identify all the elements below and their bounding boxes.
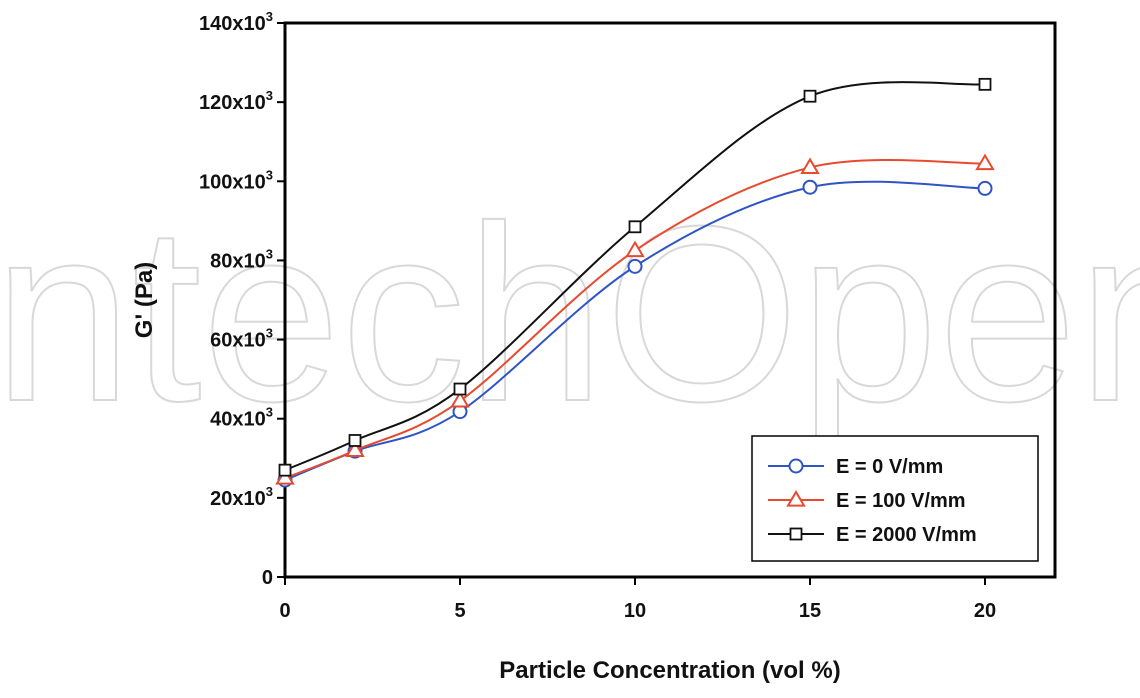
- data-point: [275, 468, 295, 485]
- legend-item: E = 2000 V/mm: [768, 524, 977, 546]
- data-point: [348, 434, 362, 447]
- series-triangle: [275, 153, 995, 485]
- data-point: [977, 180, 993, 196]
- y-axis-title: G' (Pa): [131, 262, 158, 338]
- legend-label: E = 0 V/mm: [836, 456, 943, 478]
- x-tick-label: 0: [279, 600, 290, 622]
- legend-marker: [789, 527, 803, 541]
- watermark: IntechOpen: [0, 173, 1140, 454]
- data-point: [975, 153, 995, 171]
- y-tick-label: 140x103: [199, 9, 273, 35]
- legend-item: E = 0 V/mm: [768, 456, 943, 478]
- series-group: [275, 77, 995, 488]
- y-tick-label: 120x103: [199, 88, 273, 114]
- data-point: [453, 382, 467, 396]
- plot-frame: [283, 21, 1057, 579]
- watermark-text: IntechOpen: [0, 174, 1140, 453]
- legend-label: E = 100 V/mm: [836, 490, 966, 512]
- y-tick-label: 100x103: [199, 167, 273, 193]
- x-tick-label: 5: [454, 600, 465, 622]
- data-point: [978, 77, 992, 91]
- x-tick-label: 15: [799, 600, 821, 622]
- data-point: [450, 390, 470, 408]
- data-point: [627, 258, 643, 274]
- data-point: [803, 89, 817, 103]
- legend-item: E = 100 V/mm: [768, 490, 966, 512]
- legend: E = 0 V/mm E = 100 V/mm E = 2000 V/mm: [751, 435, 1039, 562]
- data-point: [625, 240, 645, 258]
- axes: 0 20x103 40x103 60x103 80x103 100x103 120x103 1…: [131, 9, 1057, 684]
- x-tick-label: 10: [624, 600, 646, 622]
- series-square: [278, 77, 992, 477]
- legend-marker: [786, 490, 806, 507]
- legend-marker: [788, 458, 804, 474]
- y-tick-label: 60x103: [210, 326, 273, 352]
- x-tick-label: 20: [974, 600, 996, 622]
- data-point: [345, 440, 365, 457]
- data-point: [800, 157, 820, 175]
- data-point: [802, 179, 818, 195]
- y-tick-label: 20x103: [210, 484, 273, 510]
- data-point: [628, 220, 642, 234]
- y-tick-label: 80x103: [210, 246, 273, 272]
- legend-label: E = 2000 V/mm: [836, 524, 977, 546]
- y-tick-label: 0: [262, 567, 273, 589]
- data-point: [278, 463, 292, 477]
- x-axis-title: Particle Concentration (vol %): [499, 657, 840, 684]
- y-tick-label: 40x103: [210, 405, 273, 431]
